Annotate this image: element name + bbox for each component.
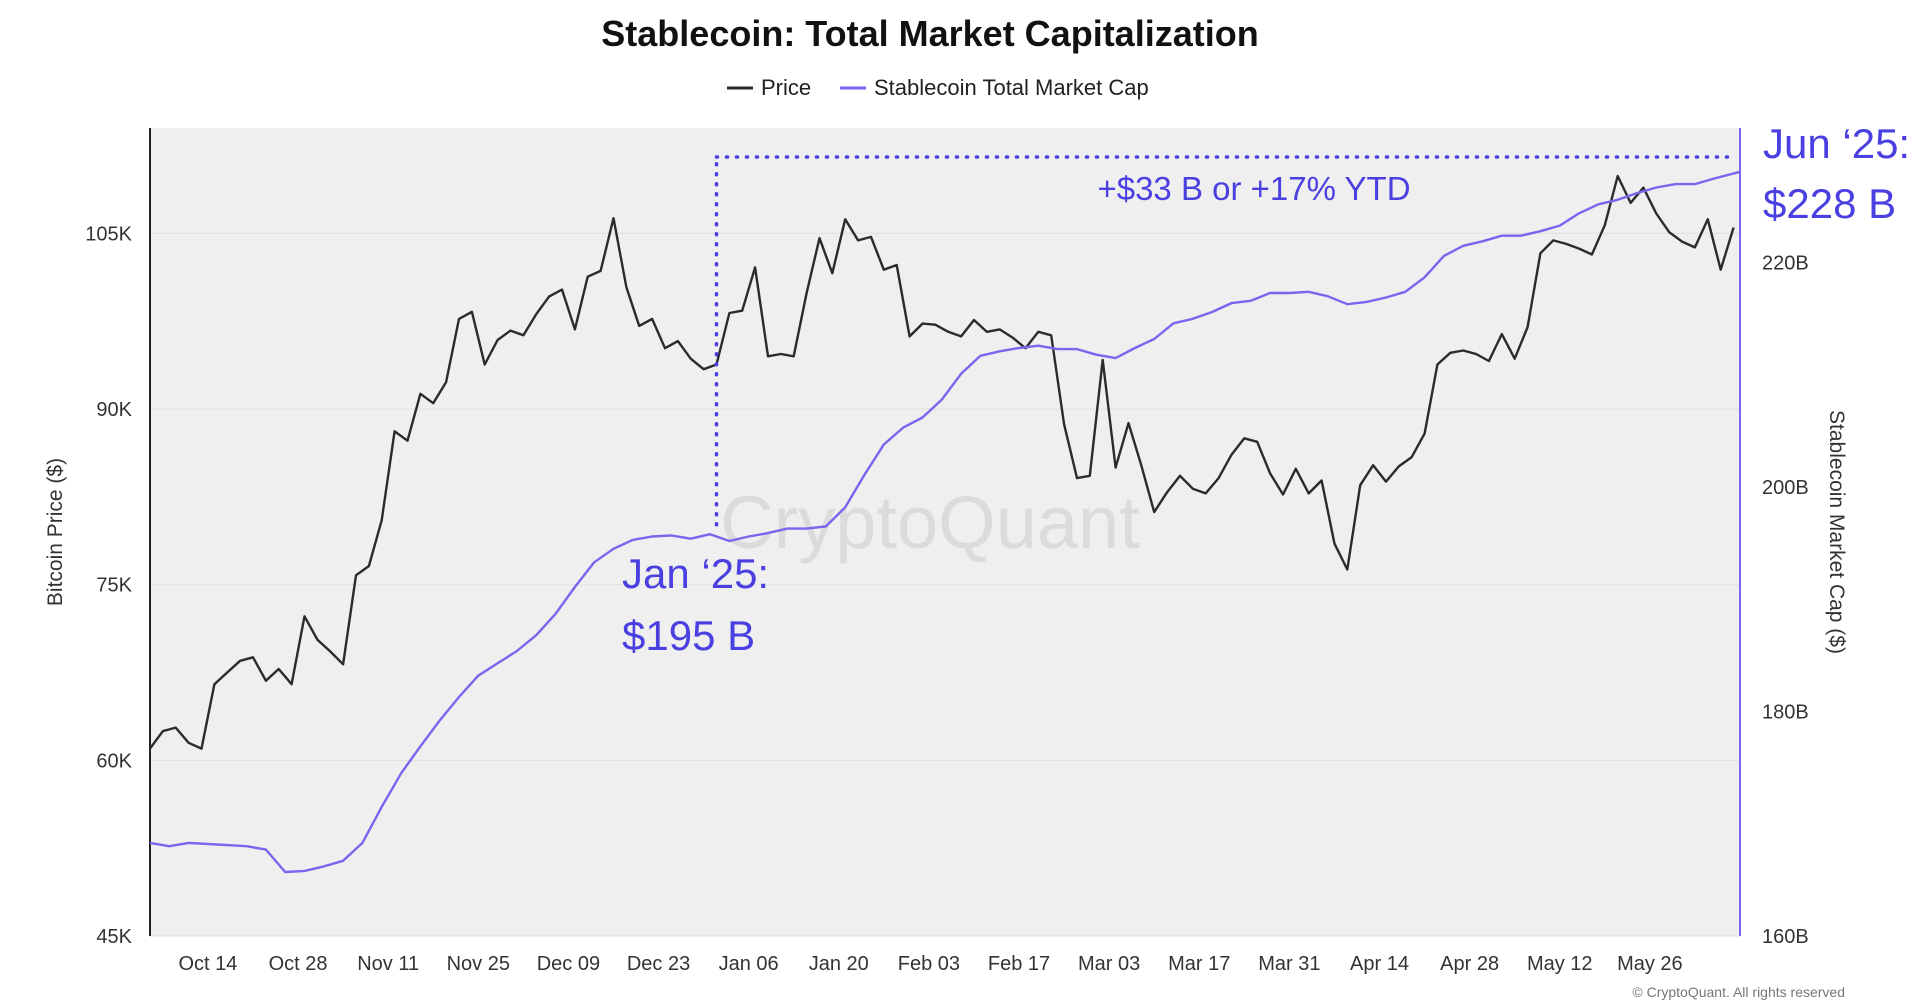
jan-label-line1: Jan ‘25:: [622, 550, 769, 597]
left-tick-label: 75K: [96, 575, 132, 597]
jun-label-line1: Jun ‘25:: [1763, 120, 1910, 167]
right-axis-ticks: 160B 180B 200B 220B: [1762, 253, 1809, 948]
copyright: © CryptoQuant. All rights reserved: [1632, 984, 1845, 1000]
x-tick-label: Nov 25: [447, 953, 510, 975]
chart-title: Stablecoin: Total Market Capitalization: [601, 13, 1258, 54]
x-tick-label: Jan 06: [719, 953, 779, 975]
x-tick-label: Mar 03: [1078, 953, 1140, 975]
left-tick-label: 105K: [85, 223, 132, 245]
x-axis-ticks: Oct 14 Oct 28 Nov 11 Nov 25 Dec 09 Dec 23 Jan …: [178, 953, 1682, 975]
x-tick-label: Dec 09: [537, 953, 600, 975]
legend-stablecoin-label: Stablecoin Total Market Cap: [874, 75, 1149, 100]
ytd-change-label: +$33 B or +17% YTD: [1097, 170, 1410, 207]
annotation-layer: +$33 B or +17% YTD Jan ‘25: $195 B Jun ‘25:…: [622, 120, 1910, 659]
price-series-line: [149, 174, 1735, 750]
left-axis-title: Bitcoin Price ($): [44, 458, 67, 606]
x-tick-label: Oct 28: [269, 953, 328, 975]
right-tick-label: 220B: [1762, 253, 1809, 275]
x-tick-label: May 12: [1527, 953, 1593, 975]
x-tick-label: Oct 14: [178, 953, 237, 975]
x-tick-label: Apr 28: [1440, 953, 1499, 975]
jun-label-line2: $228 B: [1763, 180, 1896, 227]
x-tick-label: Apr 14: [1350, 953, 1409, 975]
series-layer: [149, 170, 1741, 874]
jan-label-line2: $195 B: [622, 612, 755, 659]
right-tick-label: 200B: [1762, 477, 1809, 499]
x-tick-label: Nov 11: [357, 953, 419, 975]
left-tick-label: 60K: [96, 750, 132, 772]
right-tick-label: 180B: [1762, 702, 1809, 724]
grid: [150, 232, 1740, 937]
right-tick-label: 160B: [1762, 926, 1809, 948]
x-tick-label: Mar 17: [1168, 953, 1230, 975]
plot-area: [150, 128, 1740, 936]
left-tick-label: 90K: [96, 399, 132, 421]
stablecoin-series-line: [149, 170, 1741, 874]
x-tick-label: Feb 03: [898, 953, 960, 975]
x-tick-label: Jan 20: [809, 953, 869, 975]
x-tick-label: Mar 31: [1258, 953, 1320, 975]
left-axis-ticks: 45K 60K 75K 90K 105K: [85, 223, 132, 948]
right-axis-title: Stablecoin Market Cap ($): [1825, 410, 1848, 654]
x-tick-label: Feb 17: [988, 953, 1050, 975]
watermark: CryptoQuant: [720, 481, 1140, 564]
x-tick-label: May 26: [1617, 953, 1683, 975]
legend: Price Stablecoin Total Market Cap: [727, 75, 1149, 100]
legend-price-label: Price: [761, 75, 811, 100]
left-tick-label: 45K: [96, 926, 132, 948]
x-tick-label: Dec 23: [627, 953, 690, 975]
